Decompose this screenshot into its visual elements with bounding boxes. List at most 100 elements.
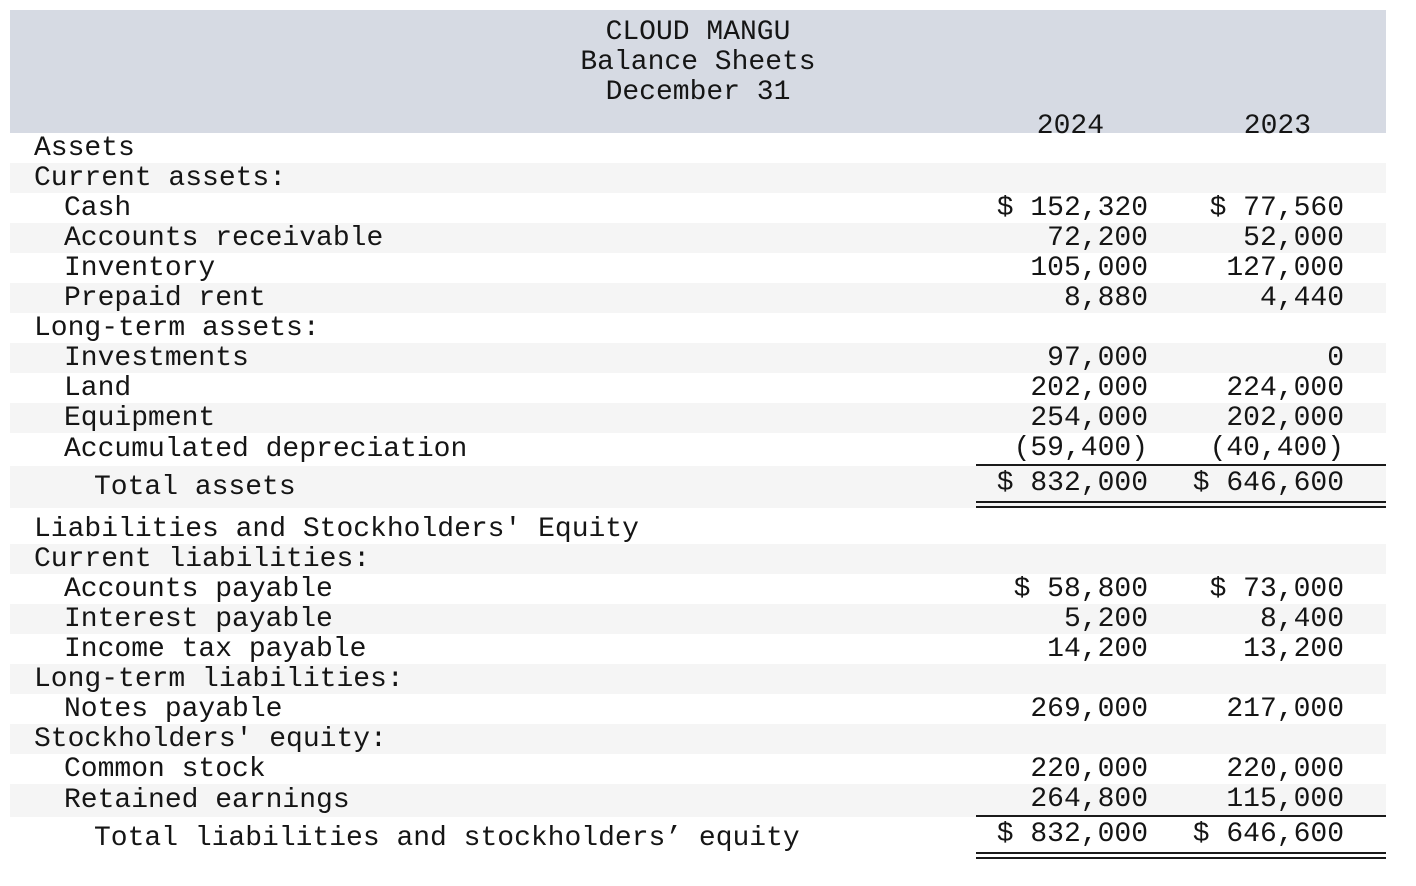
table-row: Accumulated depreciation (59,400) (40,40… [10, 433, 1386, 466]
table-row: Interest payable 5,200 8,400 [10, 603, 1386, 635]
value-2023: 4,440 [1259, 282, 1344, 314]
value-2023: (40,400) [1209, 433, 1344, 464]
row-values: 264,800 115,000 [976, 784, 1386, 817]
value-2023: 202,000 [1226, 402, 1344, 434]
table-row: Notes payable 269,000 217,000 [10, 693, 1386, 725]
value-2023: $ 73,000 [1209, 573, 1344, 605]
table-row: Inventory 105,000 127,000 [10, 252, 1386, 284]
year-columns: 2024 2023 [976, 111, 1386, 142]
table-row: Common stock 220,000 220,000 [10, 753, 1386, 785]
value-2024: 220,000 [1030, 753, 1148, 785]
row-label: Investments [64, 342, 249, 374]
table-row: Long-term liabilities: [10, 664, 1386, 695]
row-label: Common stock [64, 753, 266, 785]
table-row: Accounts receivable 72,200 52,000 [10, 222, 1386, 254]
value-2024: 72,200 [1047, 222, 1148, 254]
row-values: 202,000 224,000 [976, 372, 1386, 404]
value-2023: 220,000 [1226, 753, 1344, 785]
value-2023: 115,000 [1226, 784, 1344, 815]
column-header-2024: 2024 [1036, 111, 1104, 142]
row-label: Current assets: [34, 162, 287, 194]
row-label: Retained earnings [64, 785, 350, 816]
table-row: Assets [10, 132, 1386, 164]
value-2024: 269,000 [1030, 693, 1148, 725]
row-values: $ 58,800 $ 73,000 [976, 573, 1386, 605]
table-row: Accounts payable $ 58,800 $ 73,000 [10, 573, 1386, 605]
value-2023: 52,000 [1243, 222, 1344, 254]
column-header-2023: 2023 [1243, 111, 1311, 142]
row-label: Cash [64, 192, 132, 224]
row-values [976, 724, 1386, 754]
row-label: Notes payable [64, 693, 283, 725]
value-2024: 8,880 [1063, 282, 1148, 314]
report-date: December 31 [605, 77, 791, 108]
row-values [976, 313, 1386, 343]
value-2024: 105,000 [1030, 252, 1148, 284]
table-row: Total assets $ 832,000 $ 646,600 [10, 466, 1386, 508]
balance-table: Assets Current assets: Cash $ 152,320 $ … [10, 133, 1386, 859]
value-2024: 202,000 [1030, 372, 1148, 404]
row-label: Total assets [94, 471, 296, 503]
row-values [976, 514, 1386, 544]
row-values [976, 664, 1386, 694]
value-2024: $ 58,800 [1013, 573, 1148, 605]
report-title: Balance Sheets [580, 47, 816, 78]
row-values [976, 544, 1386, 574]
table-row: Cash $ 152,320 $ 77,560 [10, 192, 1386, 224]
value-2024: $ 152,320 [996, 192, 1148, 224]
row-values: (59,400) (40,400) [976, 433, 1386, 466]
value-2024: 14,200 [1047, 633, 1148, 665]
table-row: Income tax payable 14,200 13,200 [10, 633, 1386, 665]
row-values: 97,000 0 [976, 342, 1386, 374]
row-values: 5,200 8,400 [976, 603, 1386, 635]
row-label: Interest payable [64, 603, 333, 635]
value-2024: $ 832,000 [996, 468, 1148, 499]
row-label: Liabilities and Stockholders' Equity [34, 513, 639, 545]
value-2023: 8,400 [1259, 603, 1344, 635]
table-row: Retained earnings 264,800 115,000 [10, 784, 1386, 817]
row-label: Current liabilities: [34, 543, 371, 575]
value-2023: 0 [1327, 342, 1344, 374]
row-label: Land [64, 372, 132, 404]
row-values: 72,200 52,000 [976, 222, 1386, 254]
row-values: $ 832,000 $ 646,600 [976, 466, 1386, 508]
value-2024: (59,400) [1013, 433, 1148, 464]
row-label: Accounts receivable [64, 222, 384, 254]
table-row: Current assets: [10, 162, 1386, 194]
table-row: Prepaid rent 8,880 4,440 [10, 282, 1386, 314]
value-2023: $ 646,600 [1192, 468, 1344, 499]
value-2023: $ 77,560 [1209, 192, 1344, 224]
row-values: 220,000 220,000 [976, 753, 1386, 785]
value-2023: 224,000 [1226, 372, 1344, 404]
row-label: Equipment [64, 402, 216, 434]
row-label: Inventory [64, 252, 216, 284]
table-row: Liabilities and Stockholders' Equity [10, 513, 1386, 545]
value-2023: $ 646,600 [1192, 819, 1344, 850]
value-2024: 5,200 [1063, 603, 1148, 635]
table-row: Current liabilities: [10, 543, 1386, 575]
table-row: Equipment 254,000 202,000 [10, 402, 1386, 434]
row-label: Prepaid rent [64, 282, 266, 314]
row-label: Assets [34, 132, 135, 164]
row-label: Income tax payable [64, 633, 367, 665]
table-row: Investments 97,000 0 [10, 342, 1386, 374]
row-values [976, 133, 1386, 163]
row-label: Accumulated depreciation [64, 434, 468, 465]
column-headers: 2024 2023 [10, 111, 1386, 142]
row-label: Accounts payable [64, 573, 333, 605]
company-name: CLOUD MANGU [605, 17, 791, 48]
table-row: Long-term assets: [10, 313, 1386, 344]
row-values: 105,000 127,000 [976, 252, 1386, 284]
value-2024: 264,800 [1030, 784, 1148, 815]
row-values: 8,880 4,440 [976, 282, 1386, 314]
row-label: Total liabilities and stockholders’ equi… [94, 822, 800, 854]
value-2024: $ 832,000 [996, 819, 1148, 850]
row-label: Stockholders' equity: [34, 723, 387, 755]
balance-sheet-page: CLOUD MANGU Balance Sheets December 31 2… [10, 10, 1386, 859]
row-values: $ 152,320 $ 77,560 [976, 192, 1386, 224]
value-2023: 13,200 [1243, 633, 1344, 665]
row-values: $ 832,000 $ 646,600 [976, 817, 1386, 859]
row-values: 269,000 217,000 [976, 693, 1386, 725]
table-row: Stockholders' equity: [10, 723, 1386, 755]
value-2023: 127,000 [1226, 252, 1344, 284]
